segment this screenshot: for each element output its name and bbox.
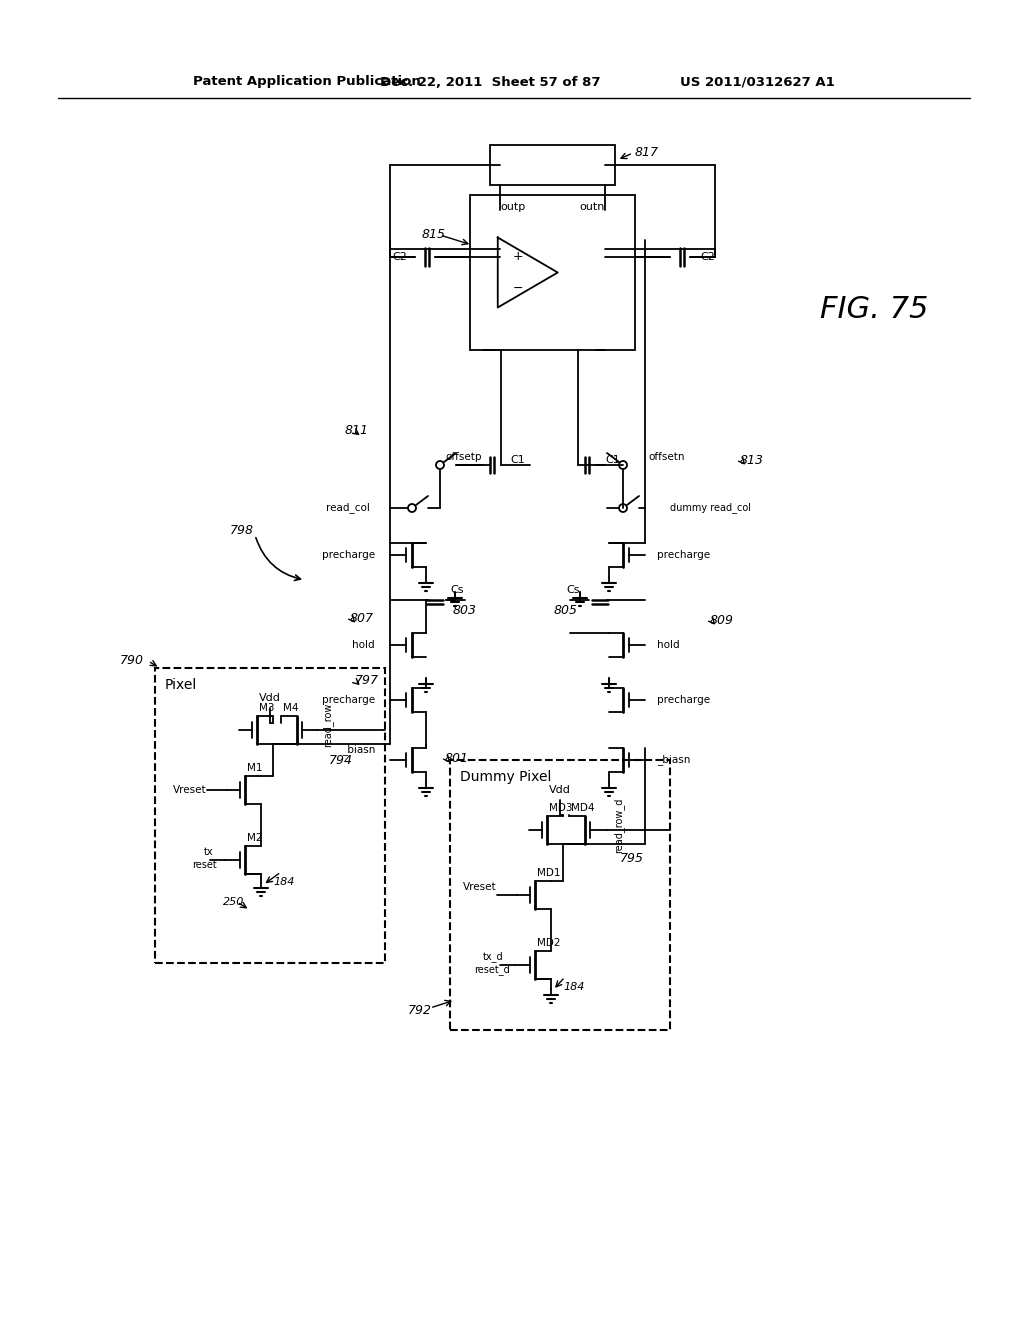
Text: _biasn: _biasn	[342, 744, 375, 755]
Text: 794: 794	[329, 754, 353, 767]
Text: Vreset: Vreset	[464, 882, 497, 892]
Text: 817: 817	[635, 147, 659, 160]
Text: hold: hold	[352, 640, 375, 649]
Text: offsetn: offsetn	[648, 451, 684, 462]
Text: Cs: Cs	[566, 585, 580, 595]
Text: M2: M2	[247, 833, 262, 843]
Bar	[155, 668, 385, 964]
Text: Vreset: Vreset	[173, 785, 207, 795]
Text: MD4: MD4	[571, 803, 595, 813]
Text: 803: 803	[453, 603, 477, 616]
Bar	[490, 145, 615, 185]
Text: precharge: precharge	[657, 550, 710, 560]
Text: Vdd: Vdd	[549, 785, 571, 795]
Text: Cs: Cs	[450, 585, 464, 595]
Text: 811: 811	[345, 424, 369, 437]
Text: 795: 795	[620, 851, 644, 865]
Text: 790: 790	[120, 653, 144, 667]
Text: US 2011/0312627 A1: US 2011/0312627 A1	[680, 75, 835, 88]
Text: precharge: precharge	[322, 550, 375, 560]
Text: tx_d: tx_d	[482, 952, 503, 962]
Text: dummy read_col: dummy read_col	[670, 503, 751, 513]
Text: outn: outn	[580, 202, 605, 213]
Text: C2: C2	[392, 252, 407, 261]
Text: MD1: MD1	[537, 869, 560, 878]
Text: C1: C1	[510, 455, 524, 465]
Text: 798: 798	[230, 524, 254, 536]
Text: outp: outp	[500, 202, 525, 213]
Text: read_row_d: read_row_d	[613, 797, 624, 853]
Text: 184: 184	[273, 876, 294, 887]
Text: reset: reset	[193, 861, 217, 870]
Text: Patent Application Publication: Patent Application Publication	[193, 75, 421, 88]
Text: M1: M1	[247, 763, 262, 774]
Text: precharge: precharge	[657, 696, 710, 705]
Text: 250: 250	[223, 898, 245, 907]
Text: 792: 792	[408, 1003, 432, 1016]
Text: MD3: MD3	[549, 803, 572, 813]
Text: FIG. 75: FIG. 75	[820, 296, 929, 325]
Text: 184: 184	[563, 982, 585, 993]
Text: Vdd: Vdd	[259, 693, 281, 704]
Text: _biasn: _biasn	[657, 755, 690, 766]
Text: M3: M3	[259, 704, 274, 713]
Text: 815: 815	[422, 228, 446, 242]
Text: read_row: read_row	[322, 702, 333, 747]
Text: 797: 797	[355, 673, 379, 686]
Text: −: −	[512, 282, 523, 294]
Text: reset_d: reset_d	[474, 965, 510, 975]
Text: offsetp: offsetp	[445, 451, 481, 462]
Text: Dec. 22, 2011  Sheet 57 of 87: Dec. 22, 2011 Sheet 57 of 87	[380, 75, 600, 88]
Text: 813: 813	[740, 454, 764, 466]
Text: +: +	[512, 249, 523, 263]
Text: 809: 809	[710, 614, 734, 627]
Text: C1: C1	[605, 455, 620, 465]
Text: 801: 801	[445, 751, 469, 764]
Bar	[450, 760, 670, 1030]
Text: tx: tx	[204, 847, 213, 857]
Text: 807: 807	[350, 611, 374, 624]
Text: Pixel: Pixel	[165, 678, 198, 692]
Bar	[470, 195, 635, 350]
Text: C2: C2	[700, 252, 715, 261]
Text: Dummy Pixel: Dummy Pixel	[460, 770, 551, 784]
Text: M4: M4	[283, 704, 299, 713]
Text: hold: hold	[657, 640, 680, 649]
Text: precharge: precharge	[322, 696, 375, 705]
Text: 805: 805	[554, 603, 578, 616]
Text: read_col: read_col	[326, 503, 370, 513]
Text: MD2: MD2	[537, 939, 560, 948]
